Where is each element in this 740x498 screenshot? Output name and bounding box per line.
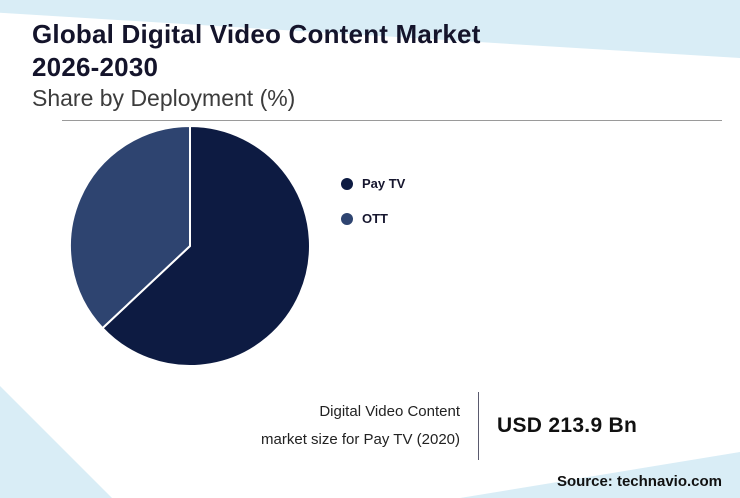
legend-label: Pay TV: [362, 176, 406, 191]
title-line-1: Global Digital Video Content Market: [32, 19, 481, 49]
header: Global Digital Video Content Market 2026…: [0, 0, 740, 121]
market-size-stat: Digital Video Content market size for Pa…: [175, 392, 637, 460]
title-line-2: 2026-2030: [32, 51, 159, 82]
pie-chart: [68, 125, 311, 367]
stat-value: USD 213.9 Bn: [497, 414, 638, 437]
source-attribution: Source: technavio.com: [556, 473, 722, 490]
stat-caption-line-1: Digital Video Content: [319, 402, 460, 420]
stat-caption-line-2: market size for Pay TV (2020): [261, 431, 460, 448]
chart-legend: Pay TV OTT: [341, 176, 405, 246]
legend-label: OTT: [362, 211, 388, 226]
stat-divider: [478, 392, 479, 460]
legend-dot-icon: [341, 177, 353, 190]
legend-item-pay-tv: Pay TV: [341, 176, 405, 191]
pie-slice-pay-tv: [101, 125, 311, 367]
pie-chart-area: [68, 124, 312, 368]
legend-dot-icon: [341, 212, 353, 225]
stat-caption: Digital Video Content market size for Pa…: [175, 398, 460, 455]
page-title: Global Digital Video Content Market 2026…: [32, 18, 708, 83]
header-divider: [62, 120, 722, 121]
pie-slice-ott: [68, 125, 191, 330]
legend-item-ott: OTT: [341, 211, 405, 226]
chart-subtitle: Share by Deployment (%): [32, 85, 296, 111]
